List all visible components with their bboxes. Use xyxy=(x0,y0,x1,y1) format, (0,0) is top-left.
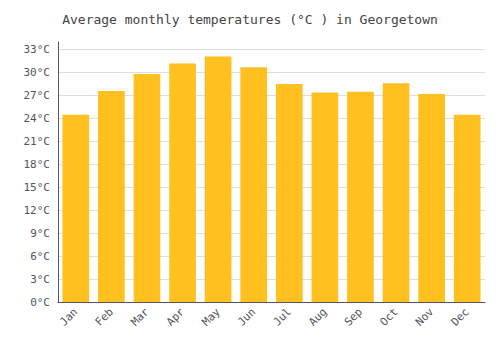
svg-text:Dec: Dec xyxy=(449,305,472,328)
svg-text:6°C: 6°C xyxy=(30,250,50,263)
svg-text:18°C: 18°C xyxy=(24,158,51,171)
svg-text:24°C: 24°C xyxy=(24,112,51,125)
svg-text:9°C: 9°C xyxy=(30,227,50,240)
svg-text:21°C: 21°C xyxy=(24,135,51,148)
svg-text:Average monthly temperatures (: Average monthly temperatures (°C ) in Ge… xyxy=(62,12,438,27)
svg-text:0°C: 0°C xyxy=(30,296,50,309)
svg-text:Oct: Oct xyxy=(377,305,400,328)
svg-text:May: May xyxy=(199,305,222,328)
svg-text:Jul: Jul xyxy=(271,305,294,328)
svg-text:Nov: Nov xyxy=(413,305,436,328)
svg-text:30°C: 30°C xyxy=(24,66,51,79)
svg-text:15°C: 15°C xyxy=(24,181,51,194)
svg-text:Feb: Feb xyxy=(93,305,116,328)
svg-text:Mar: Mar xyxy=(128,305,151,328)
svg-text:Apr: Apr xyxy=(164,305,187,328)
svg-text:Sep: Sep xyxy=(342,305,365,328)
svg-text:33°C: 33°C xyxy=(24,43,51,56)
svg-text:Aug: Aug xyxy=(306,305,329,328)
svg-text:Jan: Jan xyxy=(57,305,80,328)
svg-text:27°C: 27°C xyxy=(24,89,51,102)
svg-text:12°C: 12°C xyxy=(24,204,51,217)
svg-text:3°C: 3°C xyxy=(30,273,50,286)
svg-text:Jun: Jun xyxy=(235,305,258,328)
